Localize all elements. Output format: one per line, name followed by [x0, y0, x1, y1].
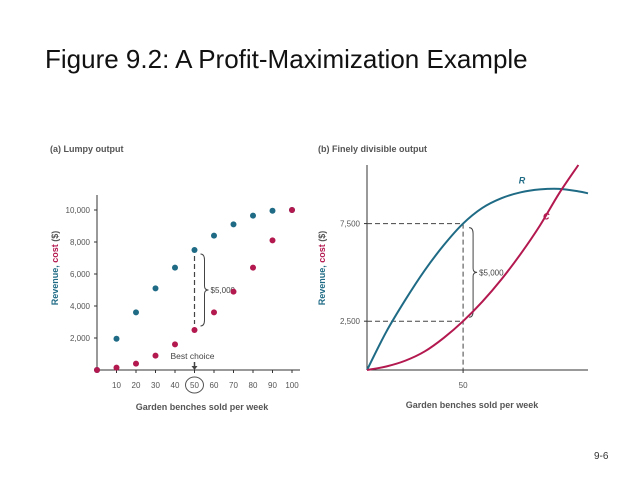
panel-a-best-choice-arrowhead [191, 366, 198, 370]
panel-b-ticks: 2,500 7,500 50 [340, 220, 468, 390]
panel-a-cost-point [113, 364, 120, 371]
panel-a-annotations: $5,000 Best choice [171, 253, 236, 394]
panel-b-gap-brace [469, 227, 478, 318]
panel-a-cost-point [289, 207, 295, 213]
panel-a-gap-label: $5,000 [211, 286, 236, 295]
panel-a-axes [96, 195, 300, 371]
panel-a-revenue-point [133, 309, 139, 316]
panel-a-revenue-point [113, 335, 120, 342]
panel-a-cost-point [230, 288, 237, 295]
slide-title: Figure 9.2: A Profit-Maximization Exampl… [45, 44, 528, 74]
panel-a-ticks: 2,000 4,000 6,000 8,000 10,000 10 20 30 40 50 60 70… [66, 206, 300, 390]
panel-a-x-tick-label: 60 [210, 381, 219, 390]
panel-a-revenue-point [250, 212, 256, 219]
panel-a-cost-point [94, 367, 100, 373]
panel-a-x-tick-label: 10 [112, 381, 121, 390]
slide-page-number: 9-6 [594, 451, 609, 462]
panel-a-y-tick-label: 4,000 [70, 302, 91, 311]
panel-a-cost-point [133, 360, 139, 367]
panel-b-y-tick-label: 7,500 [340, 220, 361, 229]
panel-a-gap-brace [200, 253, 209, 327]
panel-a-x-tick-label: 20 [132, 381, 141, 390]
panel-a-cost-point [152, 352, 159, 359]
panel-b-lines: RC [366, 164, 589, 371]
panel-b-r-label: R [519, 175, 526, 185]
panel-b-x-tick-label: 50 [459, 381, 468, 390]
panel-a-x-tick-label: 80 [249, 381, 258, 390]
panel-b-gap-label: $5,000 [479, 268, 504, 277]
panel-a-xlabel: Garden benches sold per week [136, 402, 270, 412]
panel-a-revenue-point [191, 247, 198, 253]
panel-a-x-tick-label: 30 [151, 381, 160, 390]
panel-a-y-tick-label: 8,000 [70, 238, 91, 247]
panel-a-revenue-point [230, 221, 237, 228]
panel-a-points [94, 207, 295, 373]
panel-b-ylabel: Revenue, cost ($) [317, 231, 327, 306]
panel-b-c-label: C [543, 212, 550, 222]
panel-a-ylabel: Revenue, cost ($) [50, 231, 60, 306]
panel-a-cost-point [269, 237, 276, 244]
panel-a-best-choice-circle [185, 376, 204, 394]
panel-a-cost-point [211, 309, 217, 316]
panel-a-x-tick-label: 100 [285, 381, 299, 390]
panel-a-x-tick-label: 50 [190, 381, 199, 390]
panel-a-y-tick-label: 10,000 [66, 206, 91, 215]
panel-a-revenue-point [269, 207, 276, 214]
panel-a-y-tick-label: 2,000 [70, 334, 91, 343]
panel-a-x-tick-label: 40 [171, 381, 180, 390]
panel-a-x-tick-label: 90 [268, 381, 277, 390]
panel-b-axes [366, 165, 588, 371]
panel-b-y-tick-label: 2,500 [340, 317, 361, 326]
panel-a-cost-point [191, 327, 198, 333]
panel-a-best-choice-label: Best choice [171, 351, 215, 361]
panel-a-revenue-point [211, 232, 217, 239]
panel-b-annotations: $5,000 [367, 223, 504, 370]
panel-b-label: (b) Finely divisible output [318, 144, 427, 154]
panel-a-label: (a) Lumpy output [50, 144, 124, 154]
panel-a-revenue-point [152, 285, 159, 292]
panel-a-x-tick-label: 70 [229, 381, 238, 390]
panel-b-R-curve [366, 187, 589, 371]
panel-a-revenue-point [172, 264, 178, 271]
panel-b-xlabel: Garden benches sold per week [406, 400, 540, 410]
panel-a-y-tick-label: 6,000 [70, 270, 91, 279]
panel-b-C-curve [366, 164, 580, 371]
panel-a-cost-point [250, 264, 256, 271]
panel-a-cost-point [172, 341, 178, 348]
